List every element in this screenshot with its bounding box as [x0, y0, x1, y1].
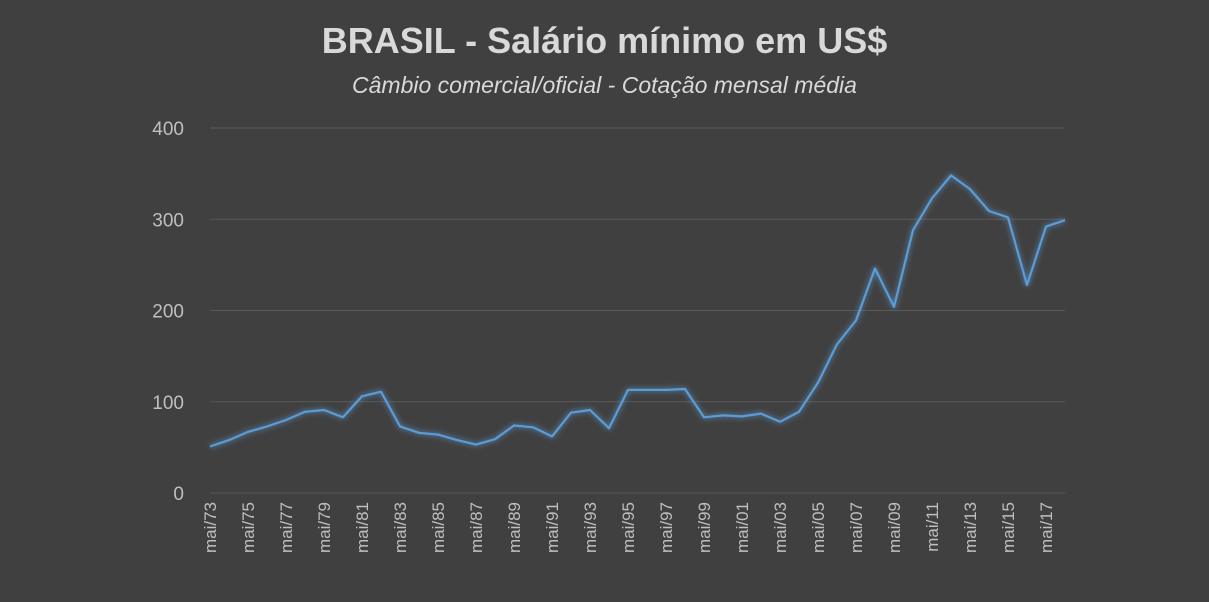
- chart-title: BRASIL - Salário mínimo em US$: [321, 20, 888, 61]
- y-tick-label: 100: [152, 393, 184, 414]
- x-tick-label: mai/99: [695, 502, 714, 553]
- x-tick-label: mai/73: [201, 502, 220, 553]
- y-tick-label: 400: [152, 119, 184, 140]
- x-tick-label: mai/81: [353, 502, 372, 553]
- x-tick-label: mai/77: [277, 502, 296, 553]
- x-tick-label: mai/87: [467, 502, 486, 553]
- x-tick-label: mai/79: [315, 502, 334, 553]
- y-tick-label: 200: [152, 302, 184, 323]
- x-tick-label: mai/03: [771, 502, 790, 553]
- x-tick-label: mai/93: [581, 502, 600, 553]
- x-tick-label: mai/01: [733, 502, 752, 553]
- x-tick-label: mai/17: [1037, 502, 1056, 553]
- x-tick-label: mai/07: [847, 502, 866, 553]
- x-tick-label: mai/75: [239, 502, 258, 553]
- x-tick-label: mai/05: [809, 502, 828, 553]
- x-tick-label: mai/09: [885, 502, 904, 553]
- y-tick-label: 300: [152, 210, 184, 231]
- x-tick-label: mai/85: [429, 502, 448, 553]
- chart-subtitle: Câmbio comercial/oficial - Cotação mensa…: [352, 72, 857, 98]
- x-tick-label: mai/95: [619, 502, 638, 553]
- x-tick-label: mai/11: [923, 502, 942, 552]
- x-tick-label: mai/13: [961, 502, 980, 553]
- y-tick-label: 0: [173, 484, 184, 505]
- x-tick-label: mai/89: [505, 502, 524, 553]
- series-line: [209, 174, 1066, 448]
- x-tick-label: mai/83: [391, 502, 410, 553]
- x-tick-label: mai/97: [657, 502, 676, 553]
- x-tick-label: mai/91: [543, 502, 562, 553]
- x-tick-label: mai/15: [999, 502, 1018, 553]
